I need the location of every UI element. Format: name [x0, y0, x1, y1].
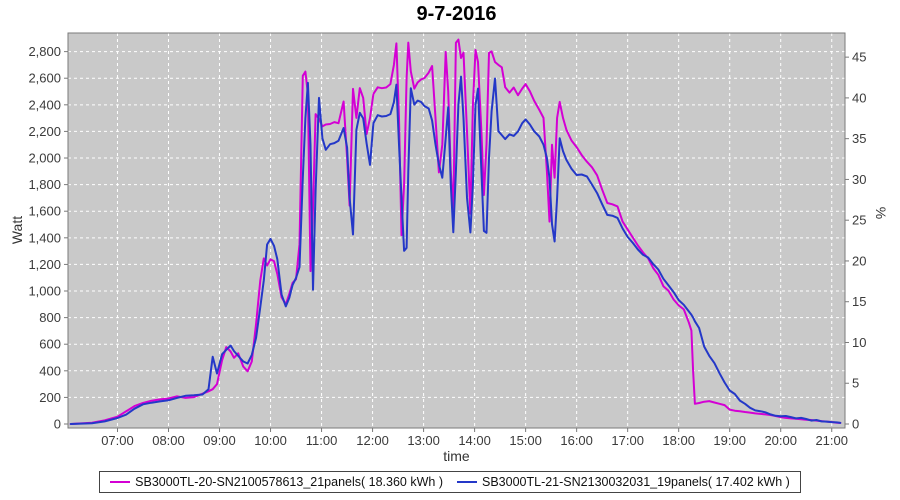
pct-tick-label: 0 — [852, 417, 859, 432]
watt-tick-label: 800 — [39, 310, 61, 325]
pct-tick-label: 30 — [852, 172, 866, 187]
watt-tick-label: 1,800 — [28, 177, 61, 192]
pct-tick-label: 10 — [852, 335, 866, 350]
pct-tick-label: 45 — [852, 50, 866, 65]
time-tick-label: 20:00 — [764, 433, 797, 448]
watt-tick-label: 2,600 — [28, 71, 61, 86]
watt-tick-label: 600 — [39, 337, 61, 352]
watt-tick-label: 2,000 — [28, 151, 61, 166]
watt-tick-label: 200 — [39, 390, 61, 405]
y-axis-title-right: % — [873, 206, 889, 220]
time-tick-label: 14:00 — [458, 433, 491, 448]
time-tick-label: 13:00 — [407, 433, 440, 448]
time-tick-label: 07:00 — [101, 433, 134, 448]
series-line-0 — [69, 38, 842, 425]
watt-tick-label: 1,400 — [28, 230, 61, 245]
plot-background — [68, 33, 845, 428]
time-tick-label: 18:00 — [662, 433, 695, 448]
pct-tick-label: 15 — [852, 294, 866, 309]
legend-line-swatch-blue — [457, 481, 477, 483]
watt-tick-label: 2,400 — [28, 97, 61, 112]
time-tick-label: 10:00 — [254, 433, 287, 448]
time-tick-label: 17:00 — [611, 433, 644, 448]
watt-tick-label: 400 — [39, 363, 61, 378]
legend-line-swatch-magenta — [110, 481, 131, 483]
legend: SB3000TL-20-SN2100578613_21panels( 18.36… — [0, 471, 900, 493]
pct-tick-label: 40 — [852, 90, 866, 105]
time-tick-label: 16:00 — [560, 433, 593, 448]
legend-item: SB3000TL-20-SN2100578613_21panels( 18.36… — [110, 475, 443, 489]
legend-item: SB3000TL-21-SN2130032031_19panels( 17.40… — [457, 475, 790, 489]
time-tick-label: 21:00 — [815, 433, 848, 448]
pct-tick-label: 25 — [852, 213, 866, 228]
time-tick-label: 12:00 — [356, 433, 389, 448]
watt-tick-label: 1,600 — [28, 204, 61, 219]
pct-tick-label: 20 — [852, 253, 866, 268]
x-axis-title: time — [443, 448, 470, 464]
time-tick-label: 08:00 — [152, 433, 185, 448]
legend-label: SB3000TL-21-SN2130032031_19panels( 17.40… — [482, 475, 790, 489]
chart-title: 9-7-2016 — [416, 3, 497, 25]
legend-label: SB3000TL-20-SN2100578613_21panels( 18.36… — [135, 475, 443, 489]
time-tick-label: 11:00 — [306, 433, 338, 448]
watt-tick-label: 0 — [54, 417, 61, 432]
plot-border — [67, 32, 846, 429]
legend-box: SB3000TL-20-SN2100578613_21panels( 18.36… — [99, 471, 801, 493]
time-tick-label: 09:00 — [203, 433, 236, 448]
pct-tick-label: 5 — [852, 376, 859, 391]
time-tick-label: 19:00 — [713, 433, 746, 448]
watt-tick-label: 1,000 — [28, 284, 61, 299]
watt-tick-label: 1,200 — [28, 257, 61, 272]
series-line-1 — [69, 75, 842, 425]
y-axis-title-left: Watt — [9, 215, 25, 245]
pct-tick-label: 35 — [852, 131, 866, 146]
watt-tick-label: 2,200 — [28, 124, 61, 139]
time-tick-label: 15:00 — [509, 433, 542, 448]
watt-tick-label: 2,800 — [28, 44, 61, 59]
